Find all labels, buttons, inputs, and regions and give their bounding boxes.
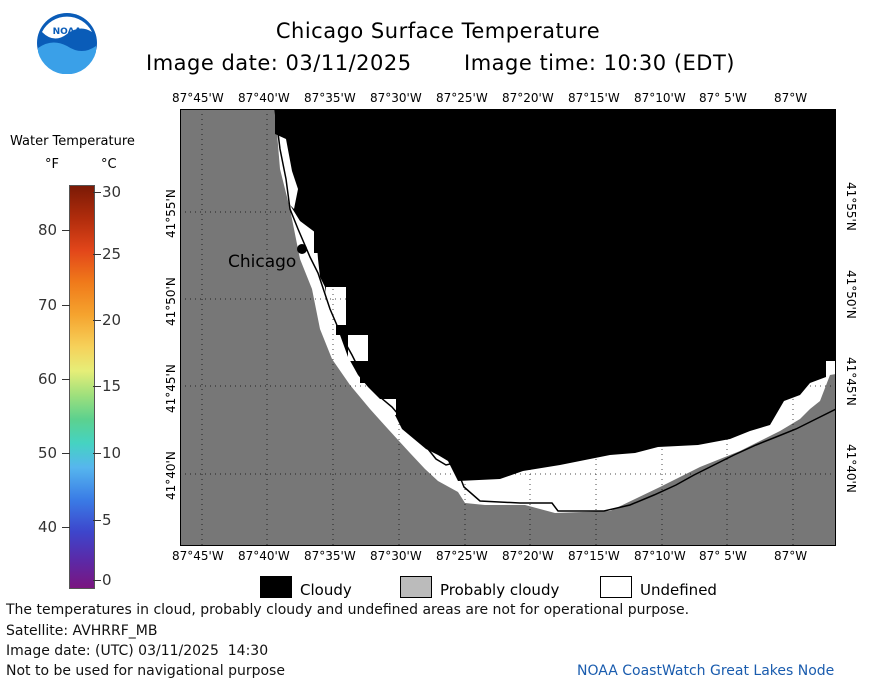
image-time-label: Image time: 10:30 (EDT)	[464, 51, 735, 75]
lat-label-left: 41°50'N	[164, 277, 178, 326]
f-tick: 50	[38, 444, 58, 462]
colorbar	[69, 185, 95, 589]
lon-label-bottom: 87° 5'W	[699, 549, 747, 563]
chicago-marker	[297, 244, 307, 254]
logo-text: NOAA	[53, 27, 82, 37]
lat-label-right: 41°55'N	[844, 182, 858, 231]
lon-label-top: 87°40'W	[238, 91, 290, 105]
colorbar-unit-c: °C	[101, 157, 117, 172]
lon-label-top: 87°15'W	[568, 91, 620, 105]
satellite-text: Satellite: AVHRRF_MB	[6, 623, 158, 639]
lat-label-right: 41°40'N	[844, 444, 858, 493]
cloudy-area	[275, 109, 836, 481]
f-tick: 60	[38, 370, 58, 388]
lon-label-bottom: 87°20'W	[502, 549, 554, 563]
legend-label-probably-cloudy: Probably cloudy	[440, 581, 560, 599]
legend-swatch-cloudy	[260, 576, 292, 598]
c-tick: 20	[102, 311, 122, 329]
lon-label-top: 87°25'W	[436, 91, 488, 105]
map-panel	[180, 109, 836, 546]
lat-label-left: 41°45'N	[164, 364, 178, 413]
lon-label-bottom: 87°15'W	[568, 549, 620, 563]
c-tick: 30	[102, 183, 122, 201]
lat-label-left: 41°55'N	[164, 189, 178, 238]
disclaimer-text: The temperatures in cloud, probably clou…	[6, 602, 690, 618]
colorbar-title: Water Temperature	[10, 134, 135, 149]
shoreline	[274, 109, 836, 512]
f-tick: 70	[38, 296, 58, 314]
c-tick: 5	[102, 511, 112, 529]
lon-label-bottom: 87°30'W	[370, 549, 422, 563]
lat-label-right: 41°50'N	[844, 270, 858, 319]
lon-label-top: 87°45'W	[172, 91, 224, 105]
legend-swatch-undefined	[600, 576, 632, 598]
c-tick: 0	[102, 571, 112, 589]
noaa-logo: NOAA	[36, 12, 98, 75]
lon-label-top: 87°10'W	[634, 91, 686, 105]
lon-label-top: 87°30'W	[370, 91, 422, 105]
lon-label-bottom: 87°W	[774, 549, 808, 563]
legend-label-cloudy: Cloudy	[300, 581, 352, 599]
utc-date-text: Image date: (UTC) 03/11/2025 14:30	[6, 643, 269, 659]
f-tick: 40	[38, 518, 58, 536]
lon-label-top: 87°20'W	[502, 91, 554, 105]
page-title: Chicago Surface Temperature	[275, 19, 601, 43]
c-tick: 25	[102, 245, 122, 263]
c-tick: 15	[102, 377, 122, 395]
c-tick: 10	[102, 444, 122, 462]
lon-label-top: 87°35'W	[304, 91, 356, 105]
legend-swatch-probably-cloudy	[400, 576, 432, 598]
credit-text: NOAA CoastWatch Great Lakes Node	[577, 663, 835, 679]
lat-label-left: 41°40'N	[164, 451, 178, 500]
lon-label-top: 87°W	[774, 91, 808, 105]
chicago-label: Chicago	[228, 252, 297, 272]
colorbar-unit-f: °F	[45, 157, 59, 172]
f-tick: 80	[38, 221, 58, 239]
image-date-label: Image date: 03/11/2025	[146, 51, 412, 75]
lon-label-bottom: 87°35'W	[304, 549, 356, 563]
lon-label-bottom: 87°25'W	[436, 549, 488, 563]
legend-label-undefined: Undefined	[640, 581, 717, 599]
lon-label-bottom: 87°40'W	[238, 549, 290, 563]
lon-label-bottom: 87°10'W	[634, 549, 686, 563]
navigation-warning: Not to be used for navigational purpose	[6, 663, 285, 679]
lon-label-top: 87° 5'W	[699, 91, 747, 105]
lat-label-right: 41°45'N	[844, 357, 858, 406]
lon-label-bottom: 87°45'W	[172, 549, 224, 563]
